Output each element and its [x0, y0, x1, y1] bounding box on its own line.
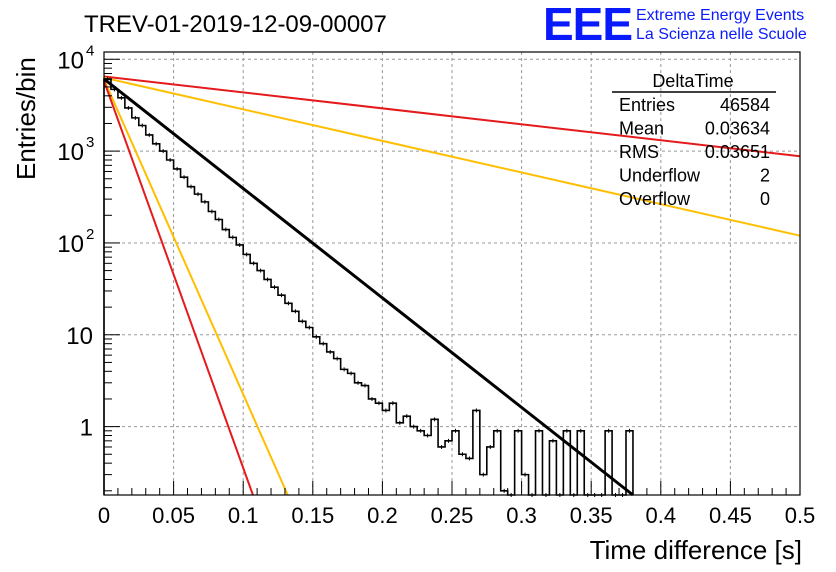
y-tick-base: 10 [57, 139, 84, 166]
y-tick-base: 10 [57, 231, 84, 258]
y-tick-label: 10 4 [57, 42, 94, 74]
x-tick-label: 0.2 [367, 503, 398, 528]
y-tick-label: 10 3 [57, 134, 94, 166]
x-tick-label: 0.5 [785, 503, 816, 528]
x-tick-label: 0.15 [291, 503, 334, 528]
fit-line [103, 77, 634, 497]
x-tick-labels: 0 0.05 0.1 0.15 0.2 0.25 0.3 0.35 0.4 0.45 0.5 [98, 503, 815, 528]
logo-line1: Extreme Energy Events [636, 7, 804, 24]
grid-lines [104, 52, 800, 495]
x-tick-label: 0 [98, 503, 110, 528]
y-tick-label: 10 [66, 323, 93, 350]
stats-row-label: RMS [619, 142, 659, 162]
band-line-orange [103, 79, 289, 496]
logo-eee: EEE [543, 0, 632, 50]
stats-row-label: Overflow [619, 189, 691, 209]
x-tick-label: 0.05 [152, 503, 195, 528]
stats-title: DeltaTime [652, 71, 733, 91]
band-lines [103, 75, 801, 496]
run-title: TREV-01-2019-12-09-00007 [84, 11, 387, 38]
y-tick-exponent: 4 [86, 42, 94, 59]
histogram-outline [103, 78, 634, 496]
x-tick-label: 0.4 [646, 503, 677, 528]
y-tick-base: 10 [66, 323, 93, 350]
x-axis-label: Time difference [s] [590, 535, 802, 565]
stats-row-value: 0.03651 [705, 142, 770, 162]
stats-row-value: 2 [760, 166, 770, 186]
x-tick-label: 0.25 [431, 503, 474, 528]
stats-row-value: 0 [760, 189, 770, 209]
y-tick-exponent: 2 [86, 226, 94, 243]
x-tick-label: 0.35 [570, 503, 613, 528]
x-tick-label: 0.1 [228, 503, 259, 528]
x-tick-label: 0.45 [709, 503, 752, 528]
fit-line-path [103, 77, 634, 497]
y-axis-label: Entries/bin [11, 57, 41, 180]
axis-ticks [103, 58, 801, 495]
band-line-red [103, 80, 254, 496]
y-tick-label: 10 2 [57, 226, 94, 258]
x-tick-label: 0.3 [506, 503, 537, 528]
y-tick-base: 10 [57, 47, 84, 74]
stats-row-value: 46584 [720, 95, 770, 115]
y-tick-base: 1 [80, 415, 93, 442]
stats-box: DeltaTime Entries 46584 Mean 0.03634 RMS 0.03… [612, 71, 776, 209]
stats-row-label: Mean [619, 119, 664, 139]
stats-row-label: Underflow [619, 166, 701, 186]
band-line-red [103, 75, 801, 158]
stats-row-value: 0.03634 [705, 119, 770, 139]
band-line-orange [103, 76, 801, 237]
stats-row-label: Entries [619, 95, 675, 115]
y-tick-label: 1 [80, 415, 93, 442]
logo-line2: La Scienza nelle Scuole [636, 26, 807, 43]
y-tick-exponent: 3 [86, 134, 94, 151]
